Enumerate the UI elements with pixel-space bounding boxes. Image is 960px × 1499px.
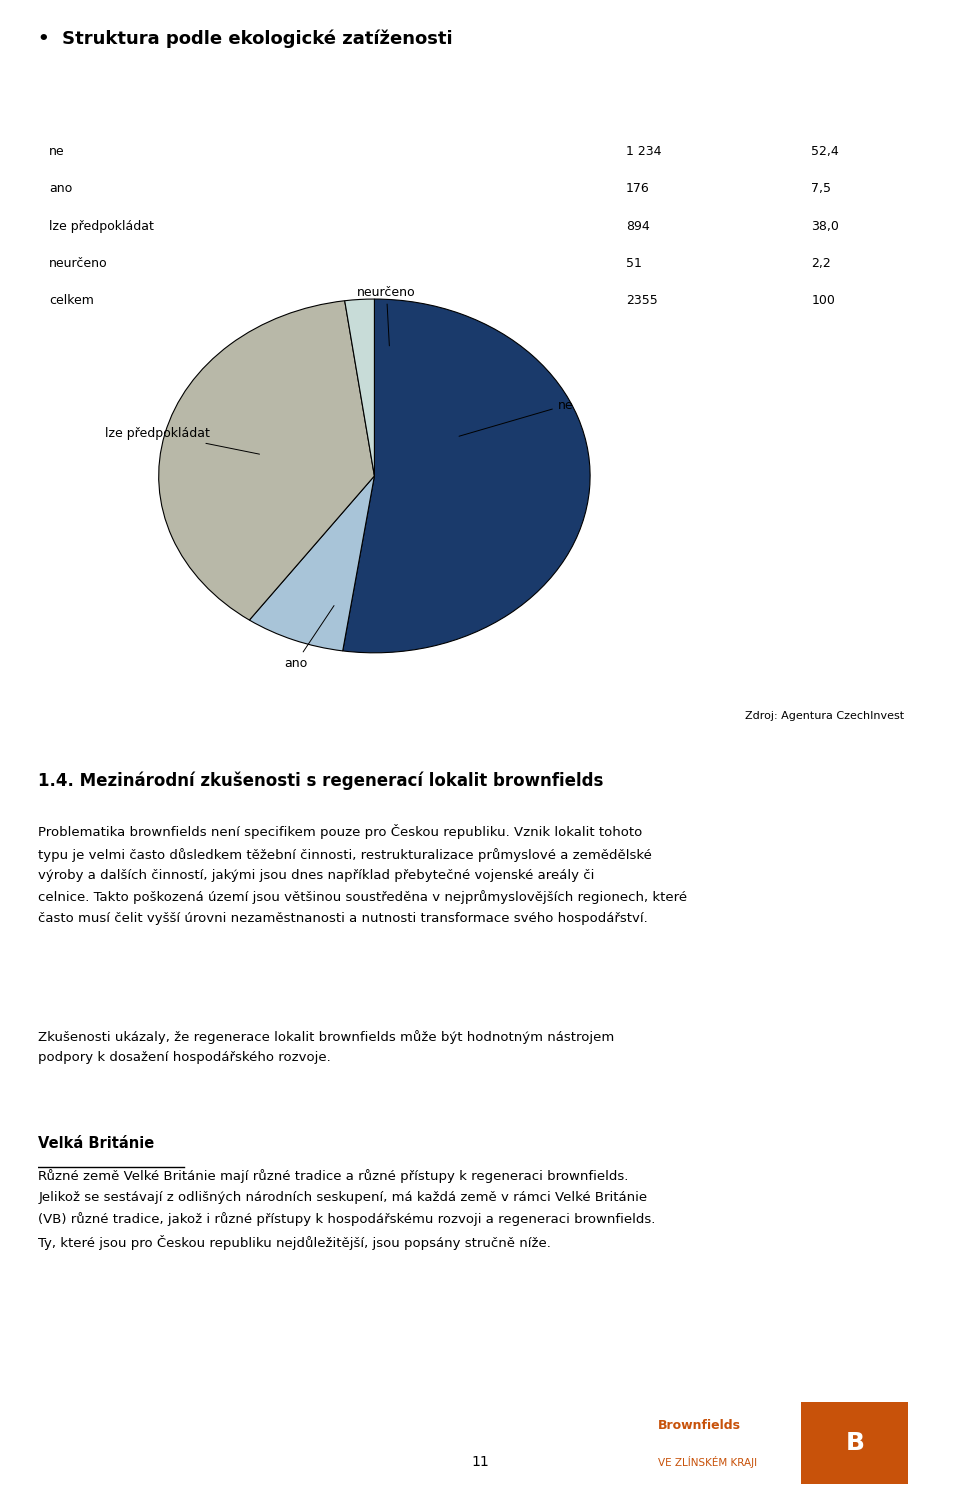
Text: Brownfields: Brownfields (659, 1418, 741, 1432)
Text: ne: ne (459, 399, 573, 436)
Text: 38,0: 38,0 (811, 219, 839, 232)
Text: Četnost: Četnost (626, 132, 684, 144)
Text: Velká Británie: Velká Británie (38, 1136, 155, 1151)
Text: ano: ano (284, 606, 334, 670)
Text: 52,4: 52,4 (811, 144, 839, 157)
Text: ano: ano (49, 181, 72, 195)
FancyBboxPatch shape (801, 1402, 908, 1484)
Wedge shape (345, 298, 374, 477)
Text: lze předpokládat: lze předpokládat (49, 219, 154, 232)
Text: B: B (847, 1430, 865, 1456)
Wedge shape (343, 298, 590, 652)
Text: 1.4. Mezinárodní zkušenosti s regenerací lokalit brownfields: 1.4. Mezinárodní zkušenosti s regenerací… (38, 772, 604, 790)
Text: 100: 100 (811, 294, 835, 307)
Text: •  Struktura podle ekologické zatíženosti: • Struktura podle ekologické zatíženosti (38, 30, 453, 48)
Text: Existence ekologických zátěží: Existence ekologických zátěží (49, 132, 272, 144)
Text: 2355: 2355 (626, 294, 658, 307)
Text: neurčeno: neurčeno (49, 256, 108, 270)
Text: 1 234: 1 234 (626, 144, 661, 157)
Text: Zdroj: Agentura CzechInvest: Zdroj: Agentura CzechInvest (745, 711, 904, 721)
Text: neurčeno: neurčeno (357, 285, 416, 346)
Text: 51: 51 (626, 256, 641, 270)
Text: Zkušenosti ukázaly, že regenerace lokalit brownfields může být hodnotným nástroj: Zkušenosti ukázaly, že regenerace lokali… (38, 1030, 614, 1064)
Text: 2,2: 2,2 (811, 256, 831, 270)
Text: 11: 11 (471, 1456, 489, 1469)
Wedge shape (250, 477, 374, 651)
Wedge shape (158, 301, 374, 621)
Text: 176: 176 (626, 181, 650, 195)
Text: celkem: celkem (49, 294, 94, 307)
Text: VE ZLÍNSKÉM KRAJI: VE ZLÍNSKÉM KRAJI (659, 1456, 757, 1469)
Text: Problematika brownfields není specifikem pouze pro Českou republiku. Vznik lokal: Problematika brownfields není specifikem… (38, 824, 687, 925)
Text: Různé země Velké Británie mají různé tradice a různé přístupy k regeneraci brown: Různé země Velké Británie mají různé tra… (38, 1169, 656, 1250)
Text: lze předpokládat: lze předpokládat (105, 427, 259, 454)
Text: 7,5: 7,5 (811, 181, 831, 195)
Text: %: % (811, 132, 825, 144)
Text: 894: 894 (626, 219, 650, 232)
Text: ne: ne (49, 144, 64, 157)
